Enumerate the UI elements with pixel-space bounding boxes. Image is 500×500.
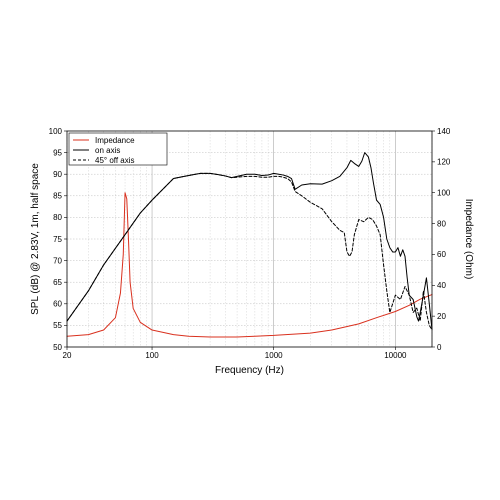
left-axis-ticks: 50 55 60 65 70 75 80 85 90 95 100 [49, 127, 67, 352]
right-tick-label: 20 [437, 312, 446, 321]
y-axis-title: SPL (dB) @ 2.83V, 1m, half space [30, 163, 41, 315]
left-tick-label: 60 [53, 300, 62, 309]
legend: Impedance on axis 45° off axis [68, 132, 168, 166]
right-tick-label: 0 [437, 343, 442, 352]
right-tick-label: 80 [437, 219, 446, 228]
right-tick-label: 60 [437, 250, 446, 259]
left-tick-label: 100 [49, 127, 63, 136]
left-tick-label: 65 [53, 278, 62, 287]
right-tick-label: 40 [437, 281, 446, 290]
x-axis-title: Frequency (Hz) [215, 365, 284, 376]
right-tick-label: 100 [437, 189, 451, 198]
bottom-tick-label: 20 [63, 351, 72, 360]
left-tick-label: 50 [53, 343, 62, 352]
series-line-impedance [66, 192, 433, 338]
right-axis-ticks: 0 20 40 60 80 100 120 140 [432, 127, 451, 352]
left-tick-label: 70 [53, 256, 62, 265]
legend-label-impedance: Impedance [95, 136, 135, 145]
left-tick-label: 75 [53, 235, 62, 244]
right-tick-label: 140 [437, 127, 451, 136]
bottom-tick-label: 1000 [265, 351, 283, 360]
legend-label-45-off-axis: 45° off axis [95, 156, 135, 165]
y2-axis-title: Impedance (Ohm) [463, 199, 474, 280]
legend-label-on-axis: on axis [95, 146, 120, 155]
left-tick-label: 95 [53, 148, 62, 157]
left-tick-label: 85 [53, 192, 62, 201]
bottom-tick-label: 10000 [384, 351, 407, 360]
left-tick-label: 90 [53, 170, 62, 179]
right-tick-label: 120 [437, 158, 451, 167]
series-line-45-off-axis [66, 172, 433, 331]
bottom-axis-ticks: 20 100 1000 10000 [63, 347, 407, 360]
series-layer [66, 152, 433, 338]
left-tick-label: 80 [53, 213, 62, 222]
bottom-tick-label: 100 [145, 351, 159, 360]
left-tick-label: 55 [53, 321, 62, 330]
